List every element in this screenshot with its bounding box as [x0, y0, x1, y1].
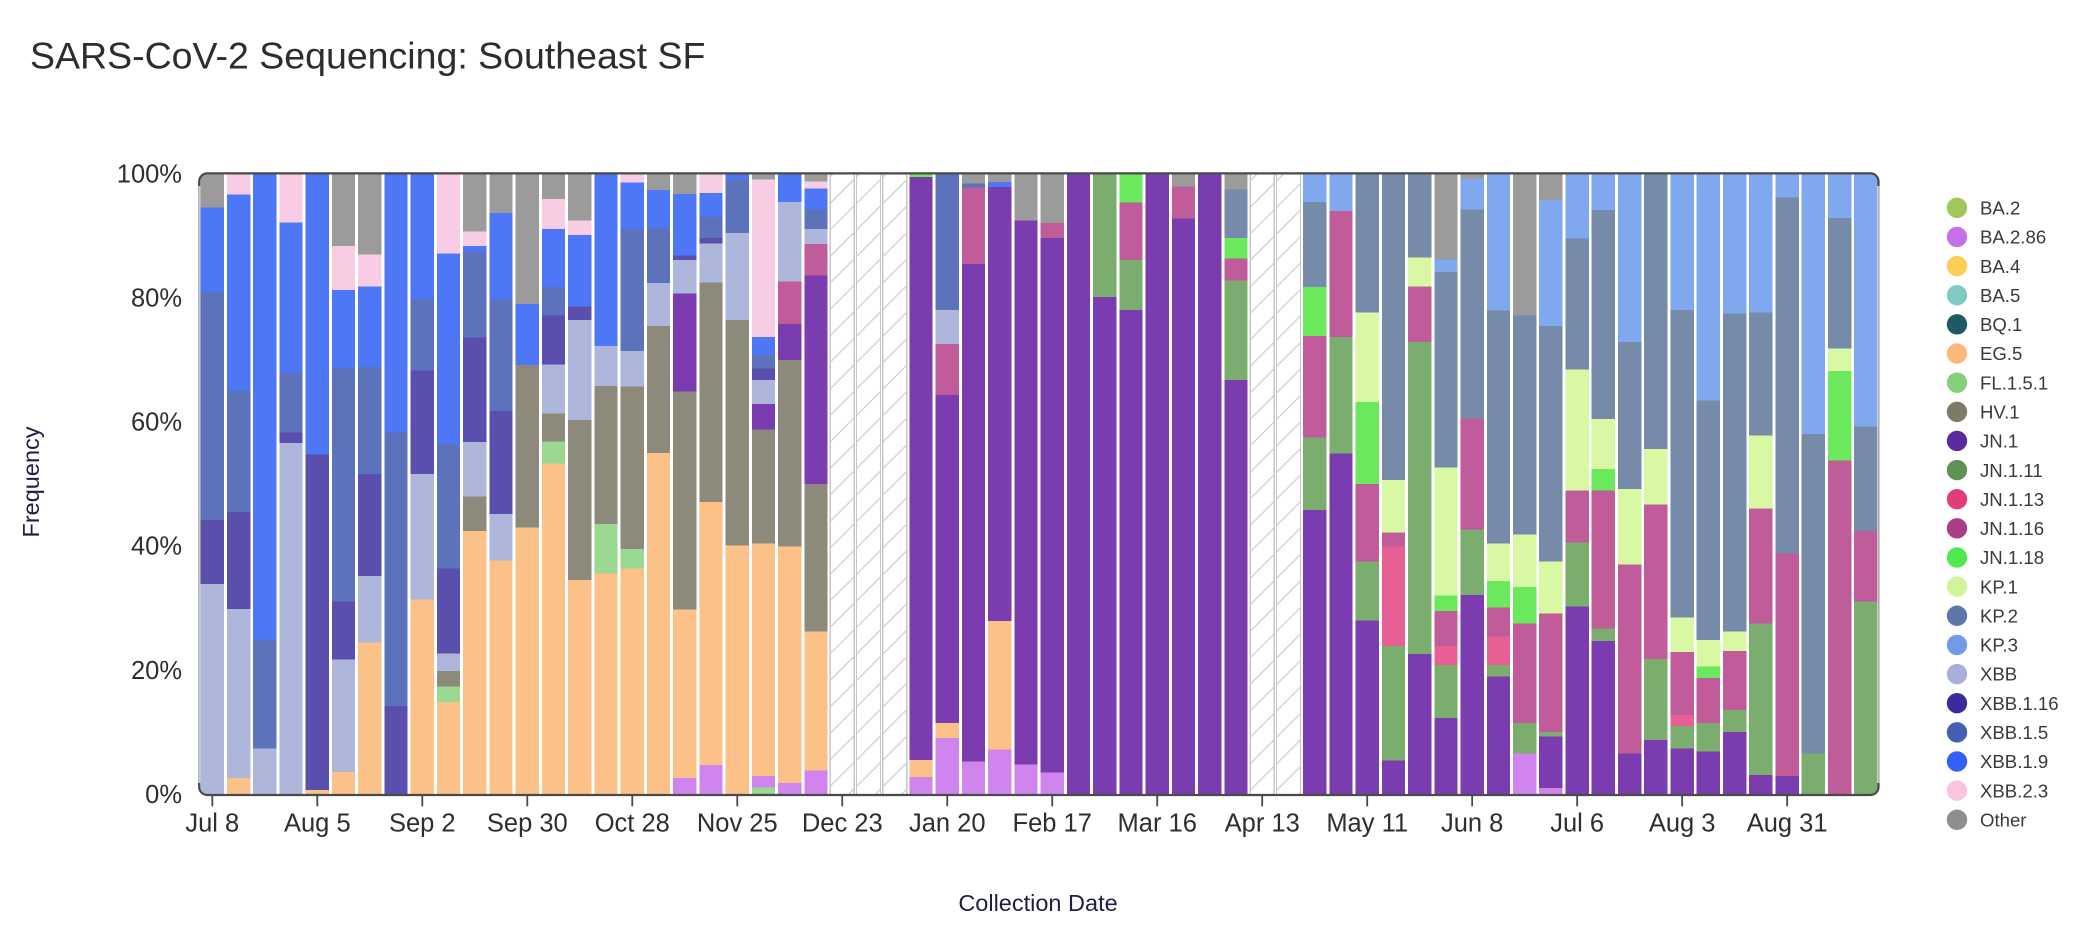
svg-text:JN.1: JN.1 [1980, 431, 2018, 452]
svg-text:HV.1: HV.1 [1980, 401, 2020, 422]
svg-text:Jul 8: Jul 8 [185, 810, 239, 838]
svg-text:Jul 6: Jul 6 [1550, 810, 1604, 838]
svg-text:BA.5: BA.5 [1980, 285, 2020, 306]
svg-text:Dec 23: Dec 23 [802, 810, 883, 838]
svg-text:Collection Date: Collection Date [958, 890, 1117, 916]
svg-text:Frequency: Frequency [18, 426, 44, 537]
svg-text:0%: 0% [145, 781, 182, 809]
svg-text:Sep 30: Sep 30 [487, 810, 568, 838]
svg-text:80%: 80% [131, 285, 182, 313]
svg-text:Sep 2: Sep 2 [389, 810, 456, 838]
svg-text:Other: Other [1980, 809, 2027, 830]
svg-text:Aug 3: Aug 3 [1649, 810, 1716, 838]
svg-text:40%: 40% [131, 533, 182, 561]
svg-text:FL.1.5.1: FL.1.5.1 [1980, 372, 2048, 393]
svg-text:KP.3: KP.3 [1980, 635, 2018, 656]
svg-text:20%: 20% [131, 657, 182, 685]
svg-text:Feb 17: Feb 17 [1013, 810, 1092, 838]
svg-text:Aug 5: Aug 5 [284, 810, 351, 838]
svg-text:Oct 28: Oct 28 [595, 810, 670, 838]
svg-text:XBB.2.3: XBB.2.3 [1980, 780, 2048, 801]
svg-text:JN.1.13: JN.1.13 [1980, 489, 2044, 510]
svg-text:Aug 31: Aug 31 [1747, 810, 1828, 838]
svg-text:EG.5: EG.5 [1980, 343, 2022, 364]
svg-text:KP.1: KP.1 [1980, 576, 2018, 597]
svg-text:JN.1.18: JN.1.18 [1980, 547, 2044, 568]
svg-text:BA.4: BA.4 [1980, 256, 2020, 277]
svg-text:BA.2: BA.2 [1980, 198, 2020, 219]
svg-text:Mar 16: Mar 16 [1118, 810, 1197, 838]
svg-text:Jan 20: Jan 20 [909, 810, 986, 838]
svg-text:100%: 100% [117, 161, 182, 189]
svg-text:XBB.1.5: XBB.1.5 [1980, 722, 2048, 743]
svg-text:Apr 13: Apr 13 [1225, 810, 1300, 838]
svg-text:JN.1.16: JN.1.16 [1980, 518, 2044, 539]
svg-text:Nov 25: Nov 25 [697, 810, 778, 838]
svg-text:XBB.1.16: XBB.1.16 [1980, 693, 2059, 714]
svg-text:BQ.1: BQ.1 [1980, 314, 2022, 335]
svg-text:XBB: XBB [1980, 664, 2017, 685]
svg-text:SARS-CoV-2 Sequencing: Southea: SARS-CoV-2 Sequencing: Southeast SF [30, 35, 705, 77]
svg-text:JN.1.11: JN.1.11 [1980, 460, 2043, 481]
svg-text:KP.2: KP.2 [1980, 605, 2018, 626]
svg-text:May 11: May 11 [1326, 810, 1408, 838]
svg-text:BA.2.86: BA.2.86 [1980, 227, 2046, 248]
svg-text:XBB.1.9: XBB.1.9 [1980, 751, 2048, 772]
svg-text:Jun 8: Jun 8 [1441, 810, 1503, 838]
svg-text:60%: 60% [131, 409, 182, 437]
